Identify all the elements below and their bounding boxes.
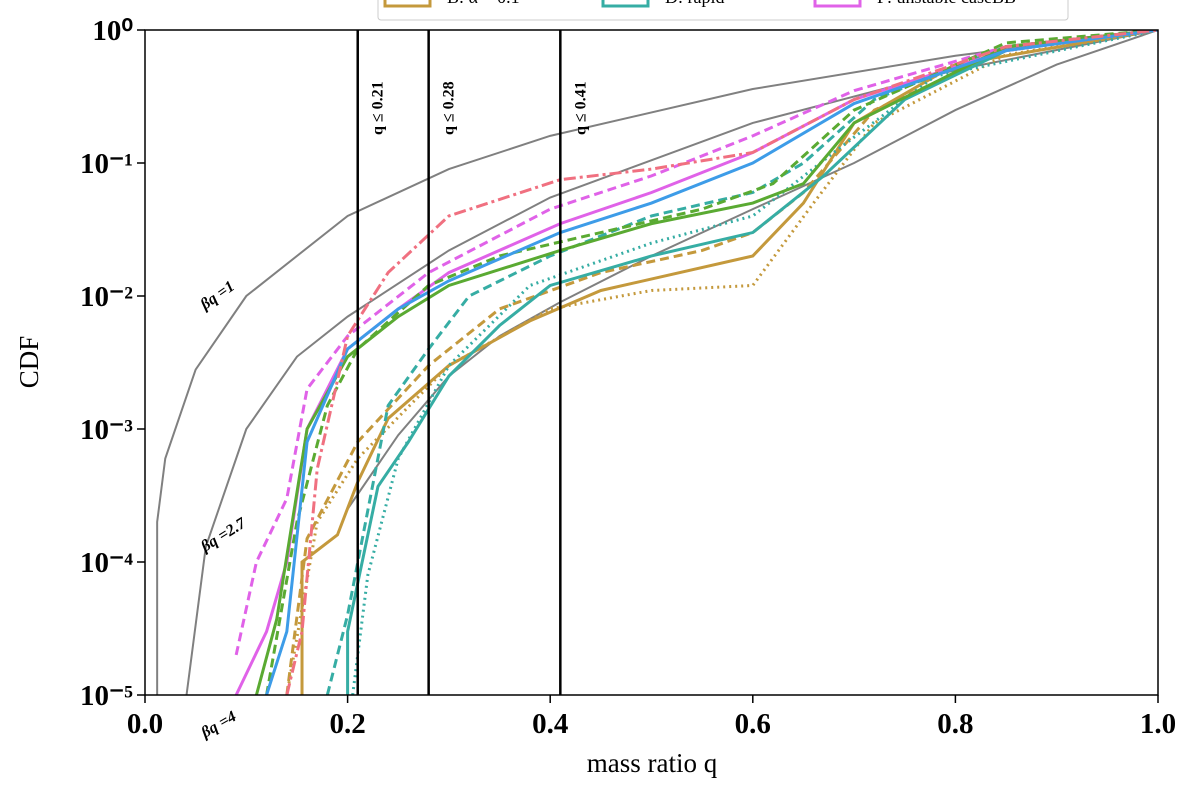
y-tick-label: 10⁻²	[80, 281, 133, 313]
legend-box	[377, 0, 1069, 21]
legend-handle	[383, 0, 432, 8]
series-line	[254, 30, 1158, 695]
y-tick-label: 10⁰	[92, 15, 133, 47]
x-tick-label: 0.2	[329, 708, 365, 740]
legend-label: D: rapid	[665, 0, 724, 7]
y-tick-label: 10⁻⁴	[80, 547, 133, 579]
legend-label: B: α = 0.1	[447, 0, 520, 7]
series-line	[351, 30, 1158, 695]
curve-label: βq =1	[197, 278, 238, 314]
curve-label: βq =4	[198, 708, 240, 742]
legend-handle	[813, 0, 862, 8]
reference-curve	[185, 30, 1158, 695]
threshold-label: q ≤ 0.41	[572, 81, 589, 135]
x-tick-label: 0.0	[127, 708, 163, 740]
x-axis-label: mass ratio q	[587, 748, 718, 778]
legend-handle	[601, 0, 650, 8]
y-tick-label: 10⁻⁵	[80, 680, 133, 712]
x-tick-label: 1.0	[1140, 708, 1176, 740]
x-tick-label: 0.6	[735, 708, 771, 740]
series-line	[346, 30, 1158, 695]
series-line	[285, 30, 1158, 695]
y-tick-label: 10⁻³	[80, 414, 133, 446]
y-tick-label: 10⁻¹	[80, 148, 133, 180]
x-tick-label: 0.4	[532, 708, 568, 740]
plot-area	[156, 30, 1158, 695]
legend-label: F: unstable caseBB	[877, 0, 1016, 7]
threshold-label: q ≤ 0.28	[441, 81, 458, 135]
reference-curve	[156, 30, 1158, 695]
x-tick-label: 0.8	[937, 708, 973, 740]
series-line	[300, 30, 1158, 695]
series-line	[285, 30, 1158, 695]
series-line	[265, 30, 1158, 695]
series-line	[265, 30, 1158, 695]
series-line	[285, 30, 1158, 695]
curve-label: βq =2.7	[197, 514, 250, 556]
y-axis-label: CDF	[14, 336, 44, 389]
axes-frame	[144, 29, 1159, 696]
threshold-label: q ≤ 0.21	[370, 81, 387, 135]
